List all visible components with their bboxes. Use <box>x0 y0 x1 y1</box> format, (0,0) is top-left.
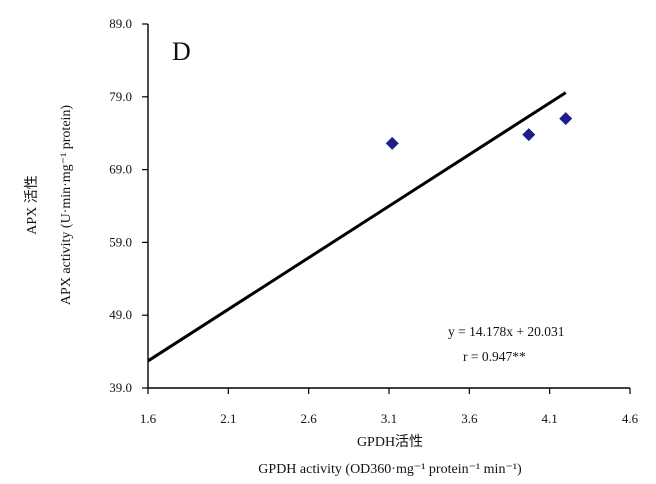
regression-line <box>147 91 567 363</box>
y-axis-title-en: APX activity (U·min·mg⁻¹ protein) <box>59 105 74 306</box>
fit-line-group <box>147 91 567 363</box>
data-points <box>385 112 573 150</box>
y-axis-title: APX 活性 <box>24 175 40 235</box>
regression-equation: y = 14.178x + 20.031 <box>448 324 564 339</box>
data-point <box>559 112 573 126</box>
x-ticks: 1.6 2.1 2.6 3.1 3.6 4.1 4.6 <box>140 388 639 426</box>
y-tick-label: 39.0 <box>109 380 132 395</box>
x-tick-label: 3.6 <box>461 411 478 426</box>
y-tick-label: 59.0 <box>109 234 132 249</box>
x-axis-title-en: GPDH activity (OD360·mg⁻¹ protein⁻¹ min⁻… <box>258 462 522 477</box>
x-tick-label: 2.6 <box>301 411 318 426</box>
x-tick-label: 2.1 <box>220 411 236 426</box>
x-tick-label: 3.1 <box>381 411 397 426</box>
x-tick-label: 1.6 <box>140 411 157 426</box>
x-tick-label: 4.1 <box>542 411 558 426</box>
y-tick-label: 49.0 <box>109 307 132 322</box>
x-axis-title: GPDH活性 <box>357 434 423 450</box>
data-point <box>522 128 536 142</box>
y-tick-label: 69.0 <box>109 162 132 177</box>
x-tick-label: 4.6 <box>622 411 639 426</box>
y-tick-label: 79.0 <box>109 89 132 104</box>
data-point <box>385 136 399 150</box>
y-ticks: 39.0 49.0 59.0 69.0 79.0 89.0 <box>109 16 148 395</box>
correlation-coefficient: r = 0.947** <box>463 349 526 364</box>
panel-label: D <box>172 37 191 66</box>
y-tick-label: 89.0 <box>109 16 132 31</box>
